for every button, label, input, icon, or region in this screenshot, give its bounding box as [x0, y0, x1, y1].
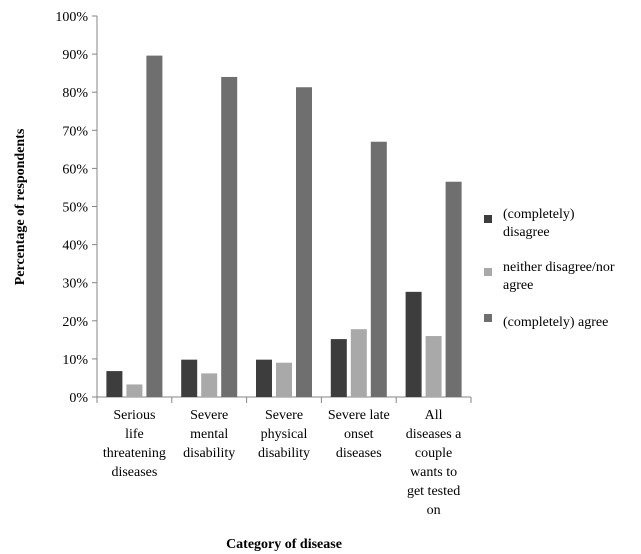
y-tick-label: 60%	[62, 162, 88, 177]
y-tick-label: 0%	[69, 391, 88, 406]
legend-label: (completely) disagree	[503, 207, 575, 240]
bar	[221, 76, 238, 398]
legend-label: neither disagree/nor agree	[503, 260, 615, 293]
bar	[425, 336, 442, 397]
y-axis-tick-labels: 0% 10% 20% 30% 40% 50% 60% 70% 80% 90% 100%	[55, 10, 88, 406]
legend-swatch	[484, 215, 492, 223]
x-category-label: Severe physical disability	[258, 408, 310, 461]
x-category-label: Serious life threatening diseases	[103, 408, 166, 480]
bar	[296, 87, 312, 397]
bar	[106, 371, 123, 397]
bar	[405, 291, 422, 397]
y-tick-label: 90%	[62, 48, 88, 63]
y-tick-label: 50%	[62, 201, 88, 216]
y-tick-label: 10%	[62, 353, 88, 368]
bar	[276, 362, 292, 397]
y-axis-title: Percentage of respondents	[13, 128, 28, 285]
y-tick-label: 100%	[55, 10, 88, 25]
bar	[330, 339, 347, 397]
x-category-label: Severe late onset diseases	[328, 408, 390, 461]
legend-swatch	[484, 268, 492, 276]
x-axis-title: Category of disease	[226, 537, 342, 552]
legend: (completely) disagree neither disagree/nor…	[484, 207, 615, 330]
y-tick-label: 70%	[62, 124, 88, 139]
bar	[146, 55, 163, 398]
bar	[445, 181, 462, 397]
y-tick-label: 40%	[62, 239, 88, 254]
legend-swatch	[484, 314, 492, 322]
bar	[350, 329, 367, 397]
legend-label: (completely) agree	[503, 315, 608, 330]
bar	[126, 384, 143, 397]
bar	[201, 373, 218, 397]
bar	[370, 141, 387, 397]
y-tick-label: 80%	[62, 86, 88, 101]
bar-series	[106, 55, 462, 398]
y-tick-label: 20%	[62, 315, 88, 330]
bar	[181, 359, 198, 397]
y-tick-label: 30%	[62, 277, 88, 292]
x-category-label: All diseases a couple wants to get tested on	[406, 408, 462, 518]
bar	[256, 359, 272, 397]
x-axis-category-labels: Serious life threatening diseases Severe ment…	[103, 408, 462, 518]
x-category-label: Severe mental disability	[183, 408, 235, 461]
